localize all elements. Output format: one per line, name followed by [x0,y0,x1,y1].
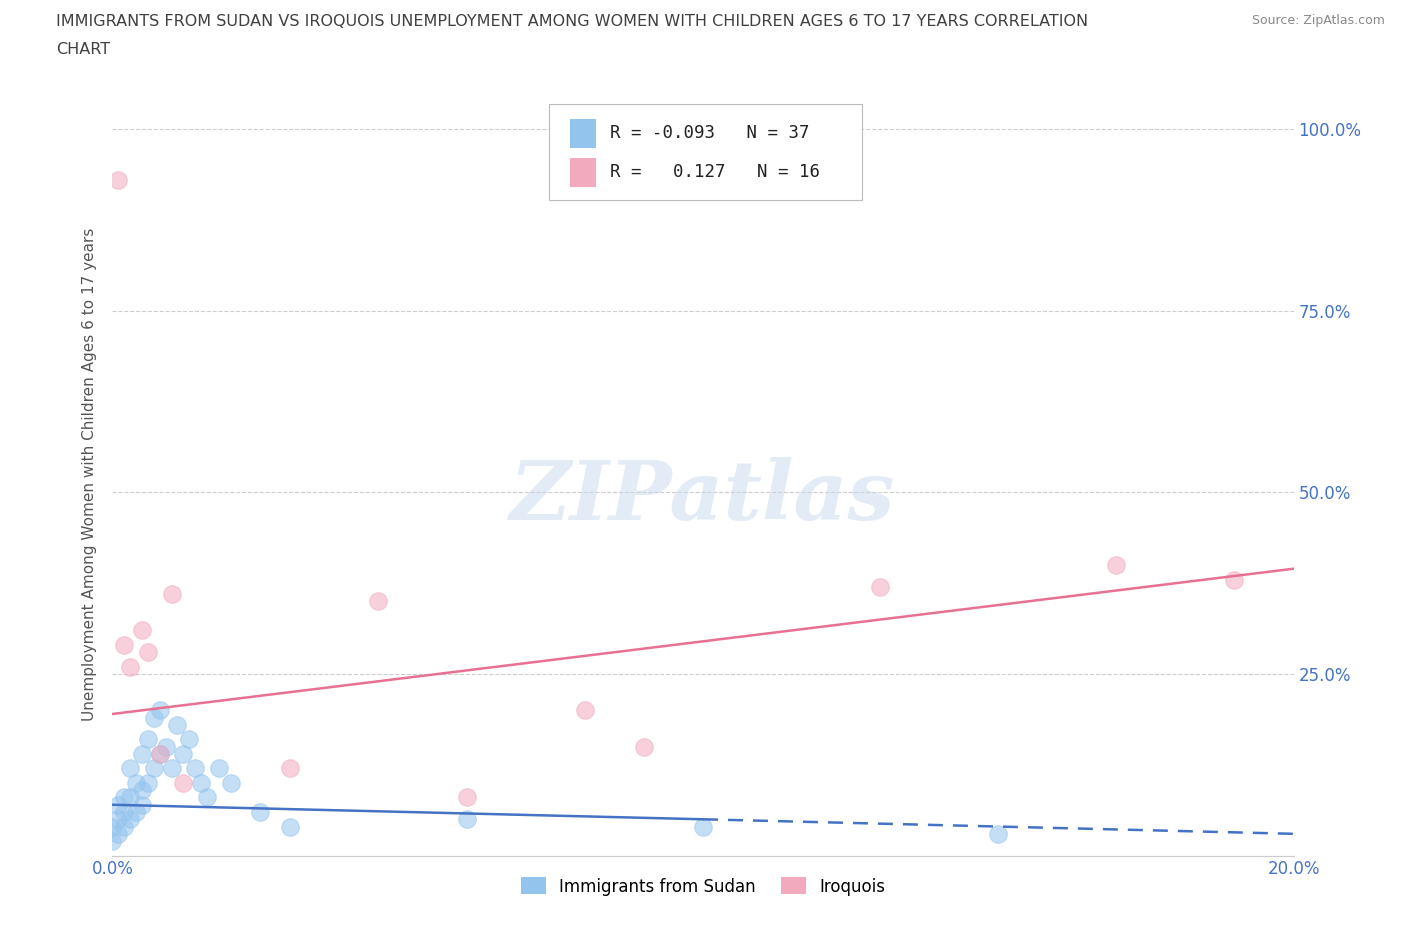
Text: Source: ZipAtlas.com: Source: ZipAtlas.com [1251,14,1385,27]
Point [574,703,596,718]
Point [131,783,153,798]
Y-axis label: Unemployment Among Women with Children Ages 6 to 17 years: Unemployment Among Women with Children A… [82,228,97,721]
Point [149,747,172,762]
Point [136,776,159,790]
Point [101,819,124,834]
Point [136,644,159,659]
Point [112,804,135,819]
Point [136,732,159,747]
Point [120,659,142,674]
Point [160,761,183,776]
Point [172,776,194,790]
Point [120,761,142,776]
Point [160,587,183,602]
Point [166,717,188,732]
Point [367,594,389,609]
Point [142,761,165,776]
FancyBboxPatch shape [550,104,862,200]
Text: ZIPatlas: ZIPatlas [510,458,896,538]
Point [208,761,231,776]
Point [120,812,142,827]
Point [107,173,129,188]
Point [179,732,201,747]
Text: R = -0.093   N = 37: R = -0.093 N = 37 [610,124,810,141]
FancyBboxPatch shape [569,158,596,187]
Point [1223,572,1246,587]
Point [112,790,135,805]
Point [172,747,194,762]
Point [149,747,172,762]
Point [692,819,714,834]
Point [131,797,153,812]
Point [633,739,655,754]
Point [987,827,1010,842]
Point [190,776,212,790]
Point [869,579,891,594]
Point [107,812,129,827]
Text: CHART: CHART [56,42,110,57]
Point [456,790,478,805]
Point [101,833,124,848]
Point [1105,558,1128,573]
Point [131,747,153,762]
Point [456,812,478,827]
Point [120,790,142,805]
Point [125,776,148,790]
Point [131,623,153,638]
Legend: Immigrants from Sudan, Iroquois: Immigrants from Sudan, Iroquois [515,870,891,902]
Point [149,703,172,718]
Point [107,827,129,842]
Point [219,776,242,790]
Point [249,804,271,819]
Point [112,638,135,653]
FancyBboxPatch shape [569,119,596,148]
Point [112,819,135,834]
Point [142,711,165,725]
Point [107,797,129,812]
Text: IMMIGRANTS FROM SUDAN VS IROQUOIS UNEMPLOYMENT AMONG WOMEN WITH CHILDREN AGES 6 : IMMIGRANTS FROM SUDAN VS IROQUOIS UNEMPL… [56,14,1088,29]
Point [278,819,301,834]
Point [184,761,207,776]
Point [125,804,148,819]
Point [155,739,177,754]
Text: R =   0.127   N = 16: R = 0.127 N = 16 [610,164,820,181]
Point [195,790,218,805]
Point [278,761,301,776]
